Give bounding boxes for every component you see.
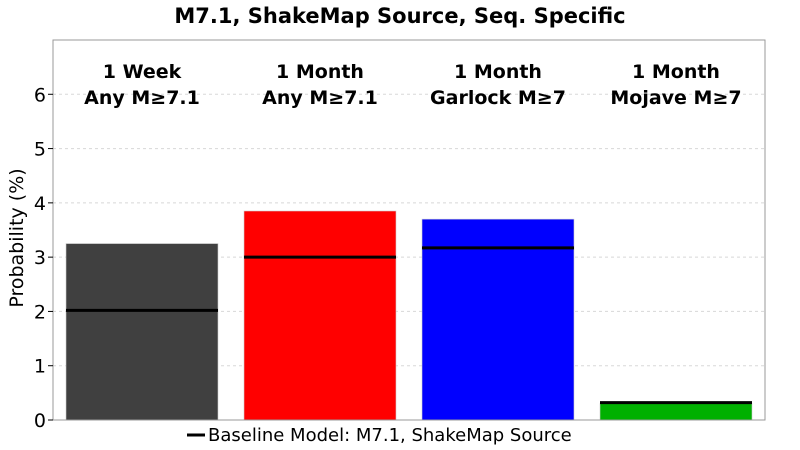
category-label-line1: 1 Month [454, 61, 542, 83]
y-tick-label: 0 [34, 410, 46, 432]
category-label-line1: 1 Week [103, 61, 182, 83]
y-tick-label: 6 [34, 84, 46, 106]
category-label-line2: Garlock M≥7 [430, 87, 566, 109]
category-label-line2: Any M≥7.1 [84, 87, 200, 109]
y-axis-label: Probability (%) [6, 168, 28, 307]
grid-lines [53, 93, 765, 367]
y-tick-label: 3 [34, 247, 46, 269]
bar-4 [599, 403, 753, 421]
category-label-line1: 1 Month [632, 61, 720, 83]
legend-baseline-label: Baseline Model: M7.1, ShakeMap Source [208, 425, 572, 446]
bar-1 [65, 243, 219, 421]
y-tick-label: 4 [34, 193, 46, 215]
bars [65, 210, 753, 421]
bar-3 [421, 218, 575, 421]
chart-title: M7.1, ShakeMap Source, Seq. Specific [174, 4, 625, 28]
y-axis-ticks: 0 1 2 3 4 5 6 [34, 84, 53, 432]
y-tick-label: 1 [34, 356, 46, 378]
bar-2 [243, 210, 397, 421]
baseline-marks [66, 246, 752, 405]
category-label-line2: Any M≥7.1 [262, 87, 378, 109]
category-labels: 1 Week Any M≥7.1 1 Month Any M≥7.1 1 Month Ga… [84, 61, 741, 109]
category-label-line2: Mojave M≥7 [610, 87, 741, 109]
y-tick-label: 2 [34, 301, 46, 323]
plot-frame [52, 39, 766, 421]
category-label-line1: 1 Month [276, 61, 364, 83]
y-tick-label: 5 [34, 139, 46, 161]
